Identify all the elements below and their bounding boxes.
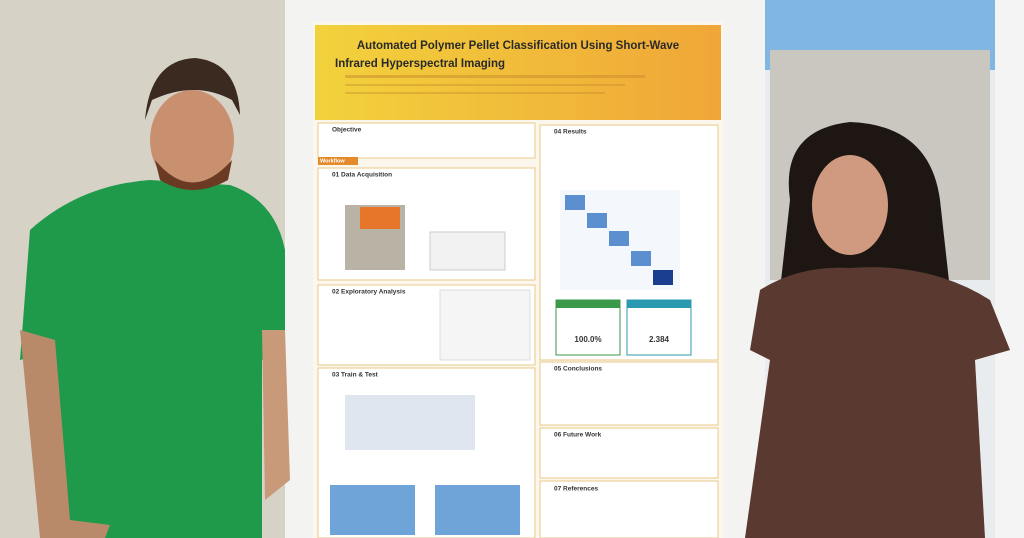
camera — [360, 207, 400, 229]
section-heading: 03 Train & Test — [332, 372, 379, 379]
affiliations — [345, 84, 625, 86]
section-heading: 06 Future Work — [554, 432, 602, 439]
arm — [262, 330, 290, 500]
face — [150, 90, 234, 190]
section-heading: Objective — [332, 127, 362, 134]
section-heading: 05 Conclusions — [554, 366, 602, 373]
spectra-plot — [429, 231, 506, 271]
section-heading: 01 Data Acquisition — [332, 172, 392, 179]
section-box — [317, 122, 536, 159]
metric-value: 100.0% — [574, 335, 601, 344]
metric-card — [626, 299, 692, 356]
workflow-tag — [318, 157, 358, 165]
results-table — [345, 395, 475, 450]
face — [812, 155, 888, 255]
metric-value: 2.384 — [649, 335, 670, 344]
section-heading: Workflow — [320, 158, 345, 164]
affiliations — [345, 92, 605, 94]
poster-title: Automated Polymer Pellet Classification … — [357, 40, 679, 52]
matrix-cell — [631, 251, 651, 266]
matrix-cell — [565, 195, 585, 210]
hair — [145, 58, 240, 120]
section-heading: 02 Exploratory Analysis — [332, 289, 406, 296]
poster-header — [315, 25, 721, 120]
matrix-cell — [587, 213, 607, 228]
metric-card-header — [556, 300, 620, 308]
metric-card-header — [627, 300, 691, 308]
matrix-cell — [653, 270, 673, 285]
section-heading: 04 Results — [554, 129, 587, 136]
authors — [345, 75, 645, 78]
pca-plot — [439, 289, 531, 361]
window-frame — [995, 0, 1024, 538]
heatmap — [435, 485, 520, 535]
section-box — [539, 361, 719, 426]
metric-card — [555, 299, 621, 356]
beard — [155, 160, 232, 190]
matrix-cell — [609, 231, 629, 246]
section-heading: 07 References — [554, 486, 598, 493]
arm — [20, 330, 110, 538]
green-shirt — [20, 180, 285, 538]
section-box — [539, 480, 719, 538]
heatmap — [330, 485, 415, 535]
poster-title: Infrared Hyperspectral Imaging — [335, 58, 505, 70]
section-box — [539, 427, 719, 479]
brown-top — [745, 267, 1010, 538]
